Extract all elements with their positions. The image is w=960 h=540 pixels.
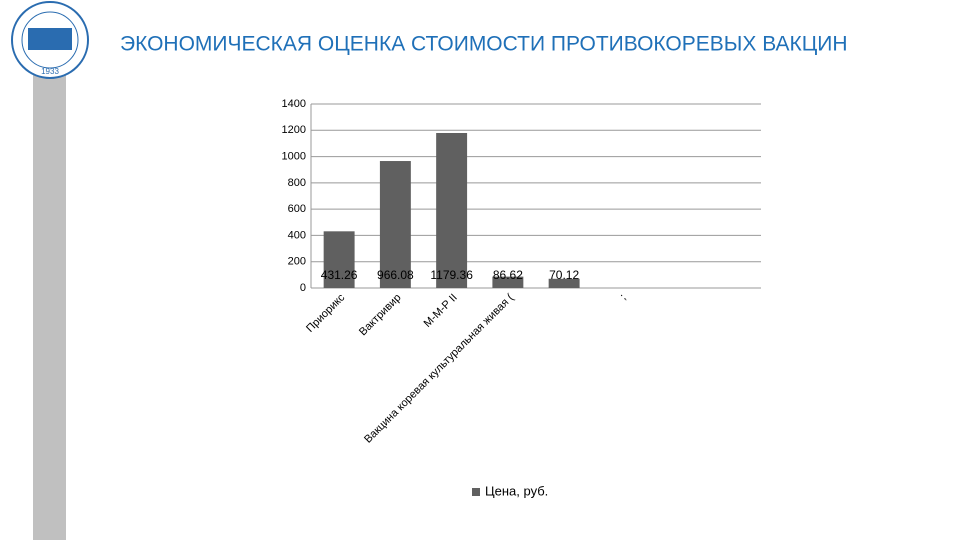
y-tick-label: 600 [288, 203, 306, 215]
y-tick-label: 1200 [282, 124, 306, 136]
bar [548, 278, 580, 288]
side-bar [33, 60, 66, 540]
y-tick-label: 1000 [282, 150, 306, 162]
x-tick-label: M-M-P II [422, 292, 460, 330]
x-tick-label: Приорикс [304, 291, 347, 334]
x-tick-label: ; [618, 292, 629, 303]
bar [323, 231, 355, 288]
bar [492, 276, 524, 288]
bar [436, 132, 468, 288]
data-label: 431.26 [321, 268, 358, 282]
y-tick-label: 0 [300, 282, 306, 294]
y-tick-label: 400 [288, 229, 306, 241]
y-tick-label: 800 [288, 177, 306, 189]
logo-year: 1933 [41, 67, 59, 76]
legend-label: Цена, руб. [485, 483, 548, 498]
data-label: 70.12 [549, 268, 579, 282]
y-tick-label: 1400 [282, 98, 306, 110]
slide-title: ЭКОНОМИЧЕСКАЯ ОЦЕНКА СТОИМОСТИ ПРОТИВОКО… [120, 33, 848, 56]
data-label: 966.08 [377, 268, 414, 282]
y-tick-label: 200 [288, 256, 306, 268]
logo-building [28, 28, 72, 50]
data-label: 1179.36 [430, 268, 473, 282]
bar [379, 161, 411, 288]
x-tick-label: Вактривир [357, 292, 404, 339]
data-label: 86.62 [493, 268, 523, 282]
legend-swatch [472, 488, 480, 496]
